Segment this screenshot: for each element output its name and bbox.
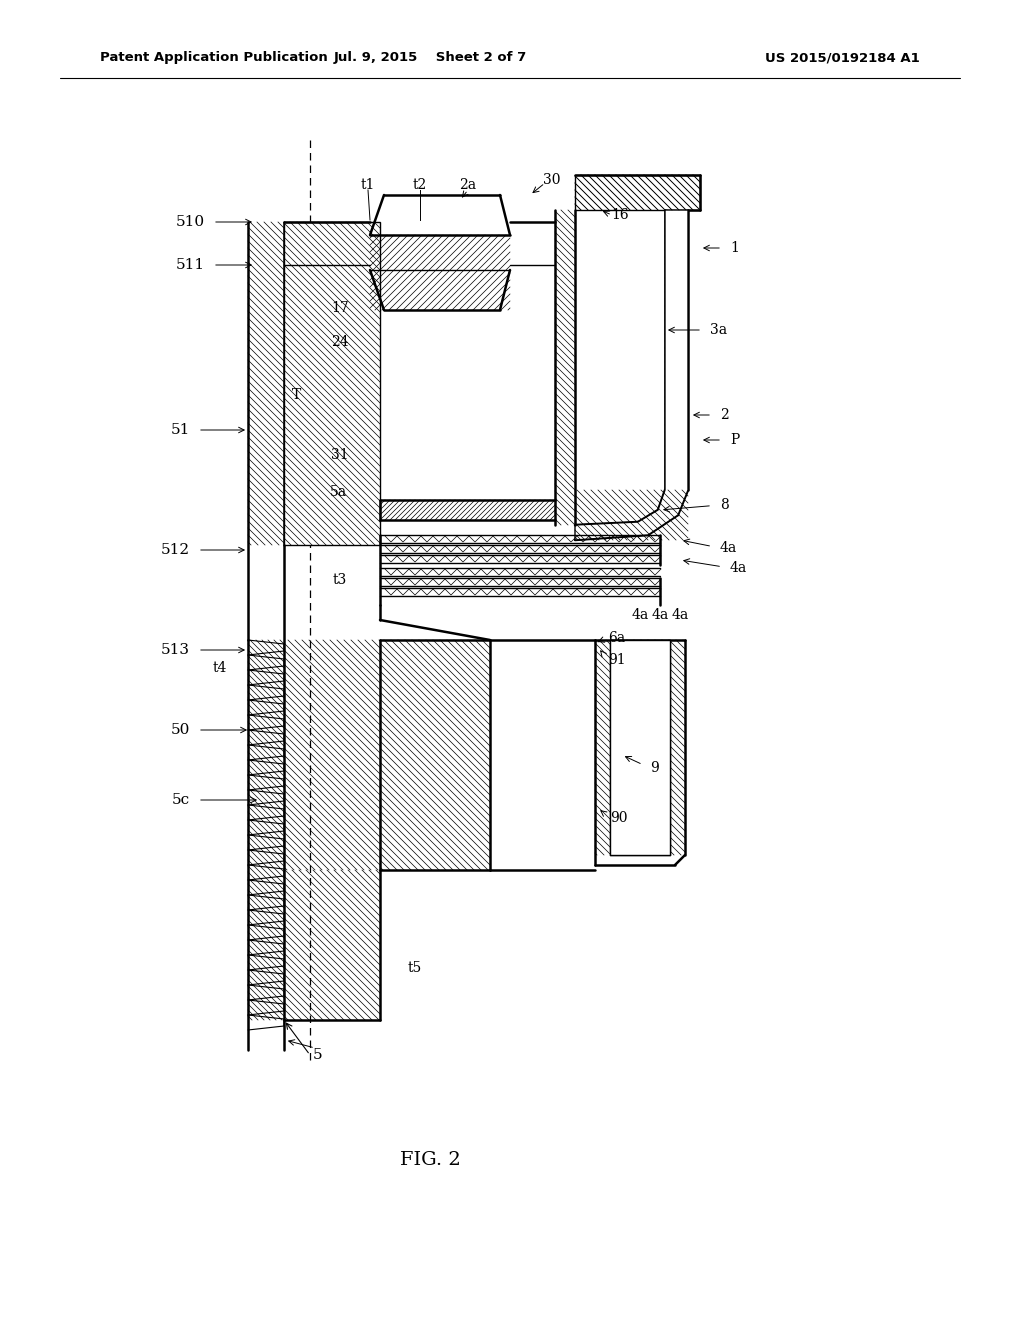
Text: t4: t4 bbox=[213, 661, 227, 675]
Text: 511: 511 bbox=[176, 257, 205, 272]
Text: t1: t1 bbox=[360, 178, 375, 191]
Text: 513: 513 bbox=[161, 643, 190, 657]
Text: 8: 8 bbox=[720, 498, 729, 512]
Text: 5a: 5a bbox=[330, 484, 346, 499]
Text: 6a: 6a bbox=[608, 631, 625, 645]
Text: T: T bbox=[292, 388, 301, 403]
Text: 510: 510 bbox=[176, 215, 205, 228]
Text: 4a: 4a bbox=[632, 609, 648, 622]
Text: 2: 2 bbox=[720, 408, 729, 422]
Polygon shape bbox=[575, 176, 700, 210]
Text: Patent Application Publication: Patent Application Publication bbox=[100, 51, 328, 65]
Text: t5: t5 bbox=[408, 961, 422, 975]
Polygon shape bbox=[284, 222, 380, 545]
Text: 51: 51 bbox=[171, 422, 190, 437]
Text: t2: t2 bbox=[413, 178, 427, 191]
Text: 31: 31 bbox=[331, 447, 349, 462]
Text: 5c: 5c bbox=[172, 793, 190, 807]
Text: 30: 30 bbox=[544, 173, 561, 187]
Text: FIG. 2: FIG. 2 bbox=[399, 1151, 461, 1170]
Text: 4a: 4a bbox=[672, 609, 688, 622]
Text: 5: 5 bbox=[313, 1048, 323, 1063]
Text: 512: 512 bbox=[161, 543, 190, 557]
Polygon shape bbox=[610, 640, 670, 855]
Text: P: P bbox=[730, 433, 739, 447]
Polygon shape bbox=[575, 210, 688, 540]
Text: 24: 24 bbox=[331, 335, 349, 348]
Text: 3a: 3a bbox=[710, 323, 727, 337]
Text: 4a: 4a bbox=[730, 561, 748, 576]
Text: 91: 91 bbox=[608, 653, 626, 667]
Text: 4a: 4a bbox=[651, 609, 669, 622]
Text: US 2015/0192184 A1: US 2015/0192184 A1 bbox=[765, 51, 920, 65]
Text: 4a: 4a bbox=[720, 541, 737, 554]
Text: 90: 90 bbox=[610, 810, 628, 825]
Text: 1: 1 bbox=[730, 242, 739, 255]
Text: 2a: 2a bbox=[460, 178, 476, 191]
Text: 16: 16 bbox=[611, 209, 629, 222]
Text: 9: 9 bbox=[650, 762, 658, 775]
Text: 17: 17 bbox=[331, 301, 349, 315]
Text: Jul. 9, 2015    Sheet 2 of 7: Jul. 9, 2015 Sheet 2 of 7 bbox=[334, 51, 526, 65]
Text: 50: 50 bbox=[171, 723, 190, 737]
Text: t3: t3 bbox=[333, 573, 347, 587]
